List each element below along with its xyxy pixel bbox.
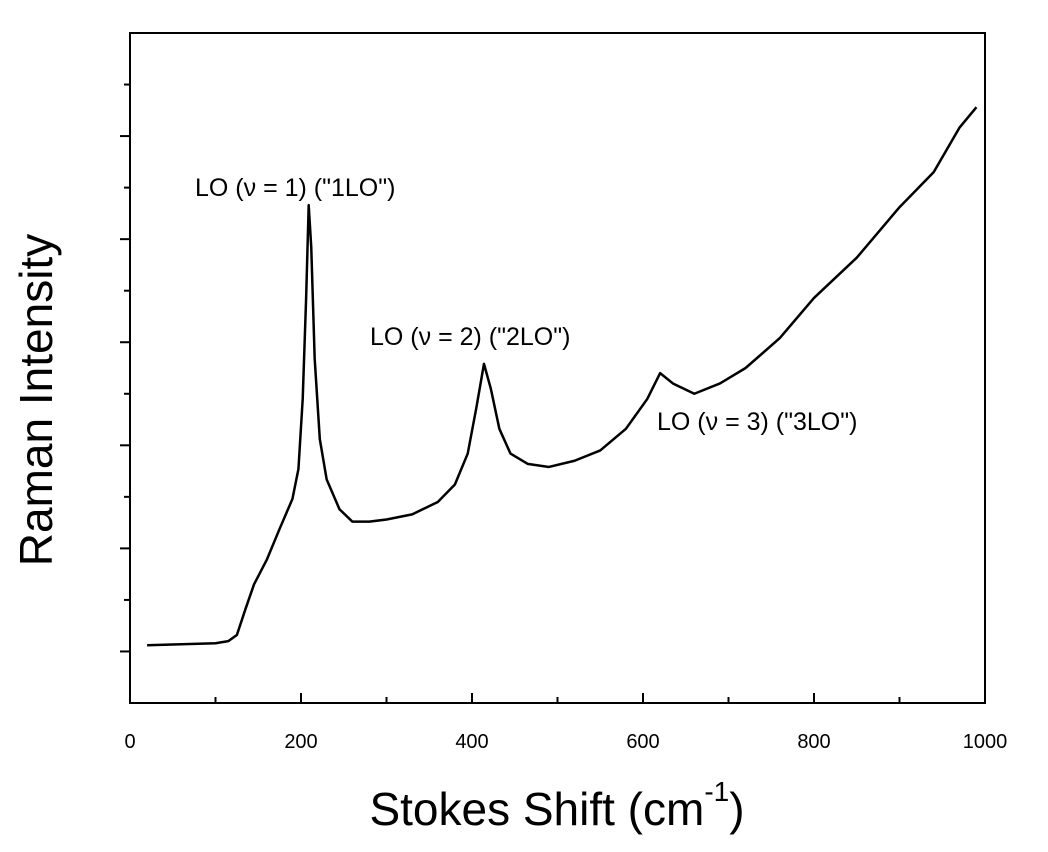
x-label-tail: ) [729,783,744,835]
x-label-main: Stokes Shift (cm [369,783,704,835]
x-axis-label: Stokes Shift (cm-1) [369,776,744,835]
x-label-sup: -1 [704,776,729,807]
x-tick-label: 1000 [963,731,1008,753]
x-tick-label: 200 [284,731,317,753]
peak-annotation: LO (ν = 1) ("1LO") [195,174,395,202]
x-tick-label: 800 [797,731,830,753]
x-tick-label: 0 [124,731,135,753]
spectrum-line [147,106,978,647]
peak-annotation: LO (ν = 3) ("3LO") [657,408,857,436]
x-tick-label: 600 [626,731,659,753]
plot-frame [129,32,986,704]
x-tick-label: 400 [455,731,488,753]
peak-annotation: LO (ν = 2) ("2LO") [370,323,570,351]
y-axis-label: Raman Intensity [10,234,62,566]
